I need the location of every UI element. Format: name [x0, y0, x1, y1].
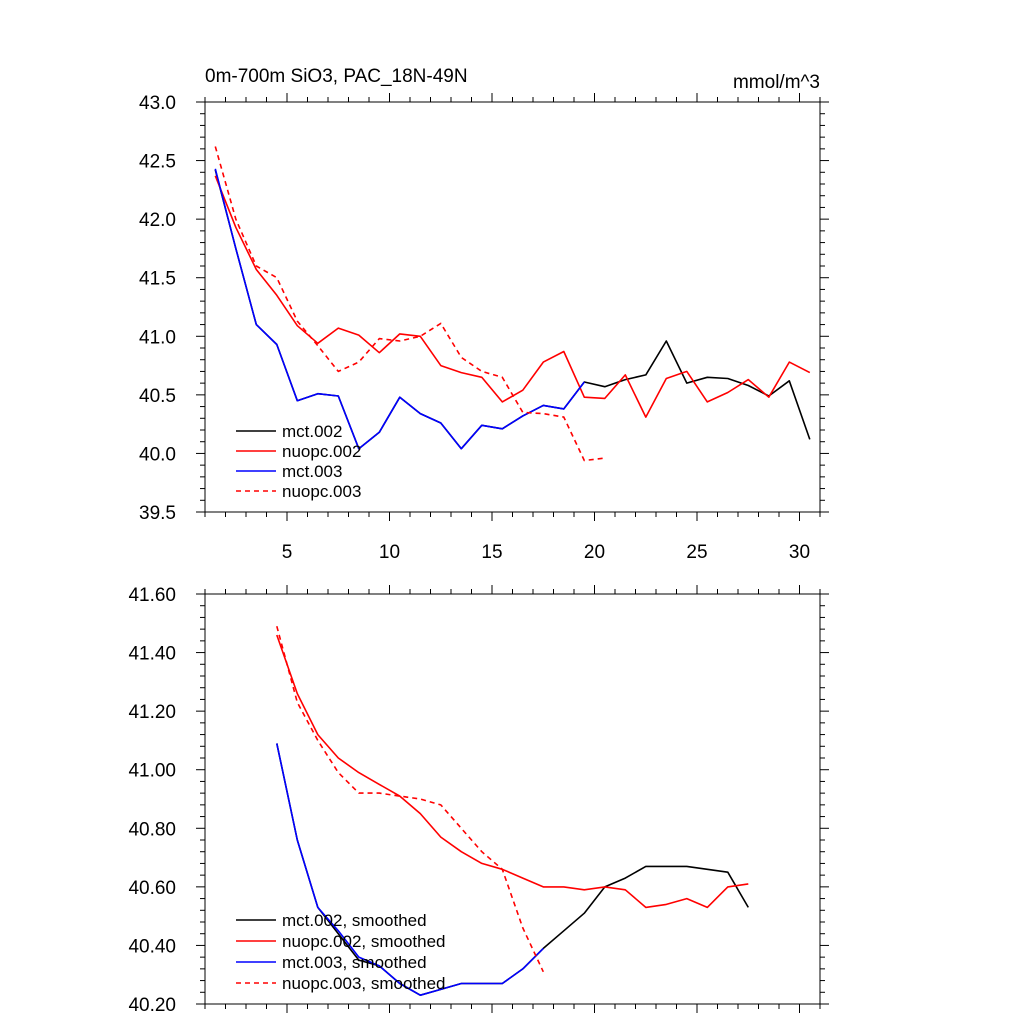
x-tick-label: 25 — [686, 542, 707, 563]
x-tick-label: 10 — [379, 542, 400, 563]
legend-label: nuopc.002, smoothed — [282, 932, 446, 951]
legend-label: nuopc.002 — [282, 442, 361, 461]
y-tick-label: 41.40 — [128, 644, 176, 665]
y-tick-label: 41.0 — [139, 327, 176, 348]
y-tick-label: 41.00 — [128, 761, 176, 782]
series-line — [276, 625, 545, 973]
legend-label: mct.003, smoothed — [282, 953, 427, 972]
y-tick-label: 40.60 — [128, 878, 176, 899]
legend-label: nuopc.003, smoothed — [282, 974, 446, 993]
series-line — [214, 175, 811, 418]
legend-label: mct.003 — [282, 462, 342, 481]
top-panel: 5 10 15 20 25 30 39.5 40.0 40.5 41.0 41.5 42.0 42.5 4… — [139, 66, 829, 563]
y-tick-label: 43.0 — [139, 93, 176, 114]
y-tick-label: 42.0 — [139, 210, 176, 231]
units-label: mmol/m^3 — [733, 72, 820, 93]
legend-label: mct.002 — [282, 422, 342, 441]
legend-label: nuopc.003 — [282, 482, 361, 501]
x-tick-label: 15 — [481, 542, 502, 563]
x-tick-label: 20 — [584, 542, 605, 563]
y-tick-label: 41.5 — [139, 269, 176, 290]
x-tick-label: 30 — [789, 542, 810, 563]
chart-title: 0m-700m SiO3, PAC_18N-49N — [205, 66, 468, 87]
series-line — [214, 168, 585, 450]
y-tick-label: 40.40 — [128, 936, 176, 957]
y-tick-label: 40.5 — [139, 386, 176, 407]
y-tick-label: 40.80 — [128, 819, 176, 840]
legend-label: mct.002, smoothed — [282, 911, 427, 930]
y-tick-label: 40.0 — [139, 444, 176, 465]
y-tick-label: 41.20 — [128, 702, 176, 723]
series-line — [214, 146, 605, 462]
y-tick-label: 40.20 — [128, 995, 176, 1016]
series-line — [214, 169, 811, 450]
y-tick-label: 39.5 — [139, 503, 176, 524]
y-tick-label: 42.5 — [139, 152, 176, 173]
y-tick-label: 41.60 — [128, 585, 176, 606]
x-tick-label: 5 — [282, 542, 293, 563]
series-line — [276, 743, 544, 997]
bottom-panel: 40.20 40.40 40.60 40.80 41.00 41.20 41.40 41.60… — [128, 585, 829, 1016]
series-line — [276, 634, 749, 909]
